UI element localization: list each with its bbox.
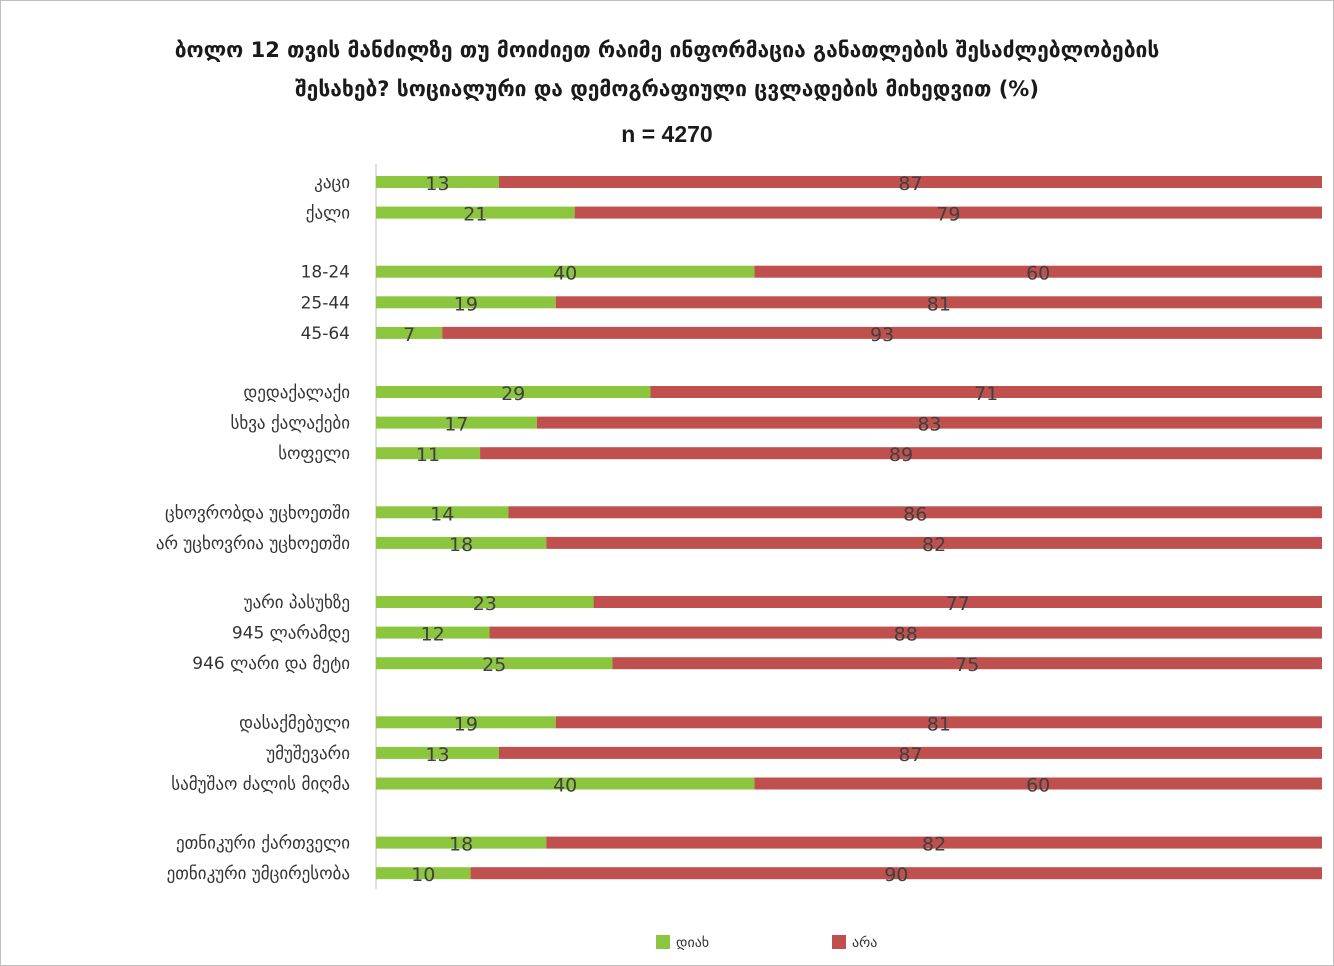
bar-segment-no [442, 326, 1323, 339]
bar-segment-yes [376, 867, 471, 880]
category-label: 945 ლარამდე [232, 624, 350, 644]
category-label: 45-64 [301, 324, 350, 344]
bar-segment-no [480, 447, 1322, 460]
chart-subtitle: n = 4270 [621, 121, 713, 147]
data-label: 25 [482, 654, 506, 676]
data-label: 81 [927, 713, 951, 735]
data-label: 89 [889, 444, 913, 466]
category-label: არ უცხოვრია უცხოეთში [156, 534, 350, 554]
bar-segment-no [754, 777, 1322, 790]
data-label: 14 [430, 503, 454, 525]
bar-segment-yes [376, 657, 613, 670]
category-label: დედაქალაქი [243, 383, 350, 403]
data-label: 13 [425, 173, 449, 195]
data-label: 11 [416, 444, 440, 466]
data-label: 83 [917, 414, 941, 436]
category-label: 25-44 [301, 293, 350, 313]
data-label: 19 [454, 293, 478, 315]
category-label: სოფელი [278, 444, 350, 464]
bar-segment-no [508, 506, 1322, 519]
chart-title-line-1: ბოლო 12 თვის მანძილზე თუ მოიძიეთ რაიმე ი… [174, 38, 1160, 62]
bar-segment-yes [376, 596, 594, 608]
category-label: სამუშაო ძალის მიღმა [171, 775, 350, 795]
bar-segment-no [650, 386, 1322, 398]
bar-segment-no [555, 296, 1322, 309]
bar-segment-no [546, 536, 1322, 549]
data-label: 88 [894, 624, 918, 646]
category-label: კაცი [314, 173, 350, 193]
bar-segment-no [489, 626, 1322, 639]
data-label: 87 [898, 173, 922, 195]
data-label: 21 [463, 204, 487, 226]
bar-segment-no [574, 206, 1322, 219]
bar-segment-yes [376, 176, 499, 188]
category-label: ეთნიკური უმცირესობა [167, 864, 350, 884]
bar-segment-no [612, 657, 1322, 670]
category-label: დასაქმებული [239, 713, 350, 733]
bar-segment-yes [376, 386, 651, 398]
category-label: ქალი [306, 204, 350, 224]
data-label: 18 [449, 834, 473, 856]
legend-swatch [832, 935, 846, 949]
data-label: 18 [449, 534, 473, 556]
bar-segment-no [555, 716, 1322, 729]
category-label: სხვა ქალაქები [230, 414, 350, 434]
bar-segment-yes [376, 506, 509, 519]
data-label: 40 [553, 263, 577, 285]
bar-segment-no [498, 746, 1323, 759]
data-label: 29 [501, 383, 525, 405]
bar-segment-yes [376, 296, 556, 309]
data-label: 77 [946, 593, 970, 615]
data-label: 79 [936, 204, 960, 226]
data-label: 93 [870, 324, 894, 346]
category-label: 946 ლარი და მეტი [192, 654, 350, 674]
bar-segment-yes [376, 626, 490, 639]
bar-segment-yes [376, 265, 755, 278]
bar-segment-yes [376, 836, 547, 849]
bar-segment-yes [376, 716, 556, 729]
category-label: უმუშევარი [266, 744, 350, 764]
bar-segment-yes [376, 416, 537, 429]
data-label: 90 [884, 864, 908, 886]
category-label: ცხოვრობდა უცხოეთში [165, 503, 350, 523]
data-label: 81 [927, 293, 951, 315]
legend-label: არა [852, 934, 877, 951]
bar-segment-yes [376, 536, 547, 549]
bar-segment-yes [376, 326, 443, 339]
bar-segment-yes [376, 777, 755, 790]
data-label: 82 [922, 534, 946, 556]
data-label: 86 [903, 503, 927, 525]
data-label: 12 [421, 624, 445, 646]
data-label: 19 [454, 713, 478, 735]
bar-segment-no [536, 416, 1322, 429]
data-label: 87 [898, 744, 922, 766]
bar-segment-no [593, 596, 1322, 608]
chart-title-line-2: შესახებ? სოციალური და დემოგრაფიული ცვლად… [295, 77, 1039, 101]
data-label: 60 [1026, 263, 1050, 285]
bar-segment-no [754, 265, 1322, 278]
data-label: 13 [425, 744, 449, 766]
data-label: 75 [955, 654, 979, 676]
bar-segment-yes [376, 206, 575, 219]
category-label: უარი პასუხზე [244, 593, 350, 613]
legend-swatch [656, 935, 670, 949]
bar-segment-yes [376, 447, 481, 460]
category-label: 18-24 [301, 263, 350, 283]
data-label: 60 [1026, 775, 1050, 797]
bar-segment-no [546, 836, 1322, 849]
bar-segment-no [498, 176, 1323, 188]
data-label: 17 [444, 414, 468, 436]
data-label: 40 [553, 775, 577, 797]
data-label: 71 [974, 383, 998, 405]
data-label: 7 [403, 324, 415, 346]
legend-label: დიახ [676, 935, 709, 951]
legend: დიახ არა [656, 934, 877, 951]
data-label: 82 [922, 834, 946, 856]
data-label: 10 [411, 864, 435, 886]
bar-segment-yes [376, 746, 499, 759]
category-label: ეთნიკური ქართველი [176, 834, 350, 854]
bar-segment-no [470, 867, 1323, 880]
data-label: 23 [473, 593, 497, 615]
